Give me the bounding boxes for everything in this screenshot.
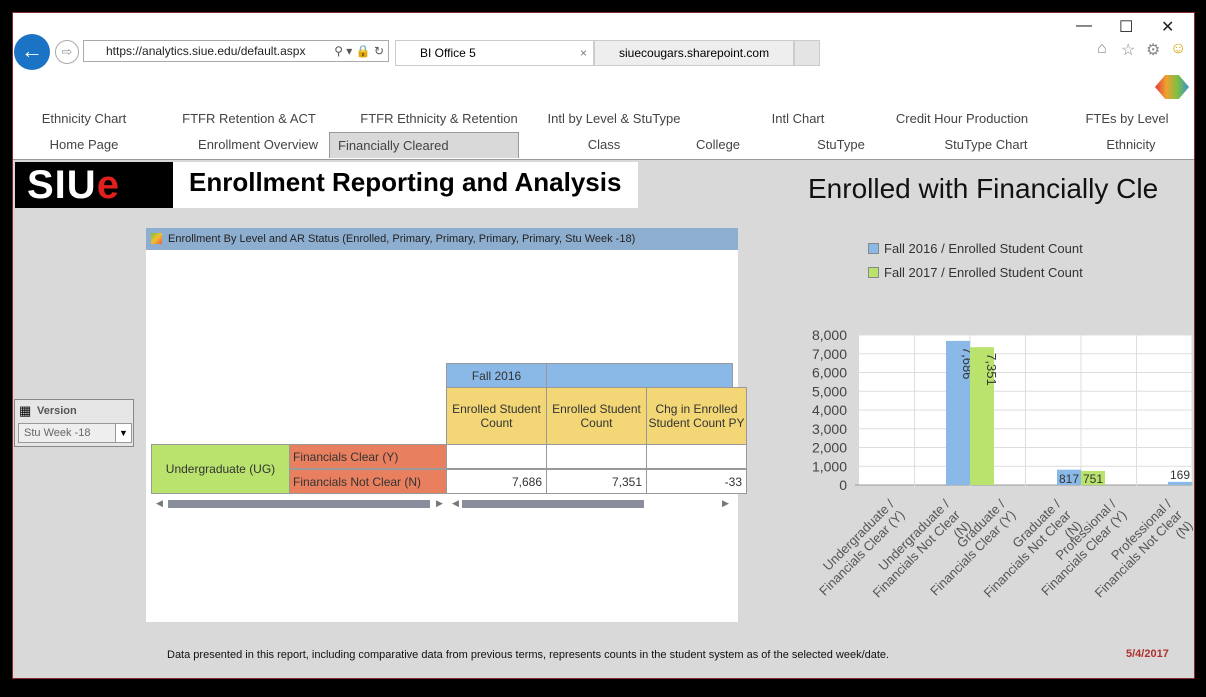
star-icon[interactable]: ☆ <box>1121 42 1136 59</box>
y-tick-label: 5,000 <box>812 383 847 399</box>
back-button[interactable]: ← <box>14 34 50 70</box>
legend-label: Fall 2016 / Enrolled Student Count <box>884 241 1083 256</box>
row-group-label: Undergraduate (UG) <box>151 444 290 494</box>
horizontal-scrollbar[interactable] <box>462 500 644 508</box>
row-label: Financials Not Clear (N) <box>289 469 447 494</box>
row-label: Financials Clear (Y) <box>289 444 447 469</box>
nav-tab-active[interactable]: Financially Cleared <box>329 132 519 158</box>
table-cell <box>546 444 647 469</box>
forward-button[interactable]: ⇨ <box>55 40 79 64</box>
new-tab-button[interactable] <box>794 40 820 66</box>
page-title: Enrolled with Financially Cle <box>808 173 1159 204</box>
legend-label: Fall 2017 / Enrolled Student Count <box>884 265 1083 280</box>
data-label: 751 <box>1083 472 1103 486</box>
bar <box>1057 469 1081 485</box>
grid-title-text: Enrollment By Level and AR Status (Enrol… <box>168 233 636 245</box>
y-tick-label: 4,000 <box>812 402 847 418</box>
tab-bi-office[interactable]: BI Office 5 × <box>395 40 594 66</box>
tab-label: siuecougars.sharepoint.com <box>619 46 770 60</box>
y-tick-label: 3,000 <box>812 421 847 437</box>
nav-tab[interactable]: FTEs by Level <box>1085 111 1169 126</box>
footer-note: Data presented in this report, including… <box>167 649 890 661</box>
scroll-right-icon[interactable]: ▶ <box>436 498 443 508</box>
close-tab-icon[interactable]: × <box>579 46 587 60</box>
horizontal-scrollbar[interactable] <box>168 500 430 508</box>
y-tick-label: 7,000 <box>812 346 847 362</box>
column-header: Chg in Enrolled Student Count PY <box>646 387 747 445</box>
nav-tab[interactable]: Intl Chart <box>771 111 825 126</box>
version-selector: ▦ Version Stu Week -18 ▼ <box>14 399 134 447</box>
address-bar[interactable]: https://analytics.siue.edu/default.aspx ⚲… <box>83 40 389 62</box>
calendar-icon: ▦ <box>19 403 32 418</box>
nav-tab[interactable]: Credit Hour Production <box>895 111 1029 126</box>
data-label: 817 <box>1059 472 1079 486</box>
siue-logo: SIUe <box>15 162 173 208</box>
version-label: Version <box>37 405 77 417</box>
nav-tab[interactable]: Ethnicity <box>1106 137 1156 152</box>
bar <box>946 340 970 485</box>
legend-item: Fall 2017 / Enrolled Student Count <box>868 265 1083 280</box>
nav-tab[interactable]: Enrollment Overview <box>198 137 318 152</box>
legend-item: Fall 2016 / Enrolled Student Count <box>868 241 1083 256</box>
version-value: Stu Week -18 <box>24 427 91 439</box>
grid-panel: Enrollment By Level and AR Status (Enrol… <box>146 228 747 622</box>
tab-label: BI Office 5 <box>420 46 476 60</box>
nav-tab[interactable]: College <box>695 137 741 152</box>
search-lock-refresh-icons: ⚲ ▾ 🔒 ↻ <box>334 44 384 58</box>
nav-tab[interactable]: Ethnicity Chart <box>41 111 127 126</box>
y-tick-label: 1,000 <box>812 458 847 474</box>
y-tick-label: 0 <box>839 477 847 493</box>
nav-tab[interactable]: Class <box>587 137 621 152</box>
chevron-down-icon[interactable]: ▼ <box>115 424 131 442</box>
gear-icon[interactable]: ⚙ <box>1146 42 1161 59</box>
nav-tab[interactable]: FTFR Retention & ACT <box>182 111 316 126</box>
version-dropdown[interactable]: Stu Week -18 ▼ <box>18 423 132 443</box>
table-cell <box>446 444 547 469</box>
scroll-right-icon[interactable]: ▶ <box>722 498 729 508</box>
nav-tab[interactable]: FTFR Ethnicity & Retention <box>360 111 518 126</box>
bar <box>1168 481 1192 485</box>
bar-chart: 0 1,000 2,000 3,000 4,000 5,000 6,000 7,000 8,00… <box>812 327 1193 600</box>
maximize-button[interactable]: ☐ <box>1119 19 1134 36</box>
url-text: https://analytics.siue.edu/default.aspx <box>106 44 306 58</box>
table-cell: -33 <box>646 469 747 494</box>
grid-title: Enrollment By Level and AR Status (Enrol… <box>146 228 738 250</box>
scroll-left-icon[interactable]: ◀ <box>452 498 459 508</box>
column-header: Enrolled Student Count <box>446 387 547 445</box>
bar <box>1081 470 1105 485</box>
nav-tab[interactable]: Home Page <box>49 137 119 152</box>
nav-tab[interactable]: StuType Chart <box>944 137 1028 152</box>
report-date: 5/4/2017 <box>1126 648 1169 660</box>
data-label: 7,351 <box>984 353 999 386</box>
table-cell: 7,686 <box>446 469 547 494</box>
data-label: 169 <box>1170 468 1190 482</box>
nav-tab[interactable]: StuType <box>817 137 865 152</box>
y-tick-label: 2,000 <box>812 440 847 456</box>
close-window-button[interactable]: ✕ <box>1161 19 1175 36</box>
report-area: SIUe Enrollment Reporting and Analysis E… <box>13 159 1194 678</box>
table-cell: 7,351 <box>546 469 647 494</box>
bar <box>970 347 994 485</box>
column-group-header-empty <box>546 363 733 388</box>
browser-window: — ☐ ✕ ← ⇨ https://analytics.siue.edu/def… <box>12 12 1195 679</box>
nav-tab[interactable]: Intl by Level & StuType <box>547 111 681 126</box>
report-title: Enrollment Reporting and Analysis <box>173 162 638 208</box>
column-header: Enrolled Student Count <box>546 387 647 445</box>
scroll-left-icon[interactable]: ◀ <box>156 498 163 508</box>
bar <box>1192 481 1193 485</box>
grid-icon <box>151 233 162 244</box>
column-group-header: Fall 2016 <box>446 363 547 388</box>
smiley-icon[interactable]: ☺ <box>1170 40 1187 57</box>
tab-sharepoint[interactable]: siuecougars.sharepoint.com <box>594 40 794 66</box>
table-cell <box>646 444 747 469</box>
legend-swatch <box>868 267 879 278</box>
bi-office-logo <box>1155 75 1189 99</box>
legend-swatch <box>868 243 879 254</box>
y-tick-label: 6,000 <box>812 365 847 381</box>
minimize-button[interactable]: — <box>1076 17 1092 34</box>
y-tick-label: 8,000 <box>812 327 847 343</box>
home-icon[interactable]: ⌂ <box>1097 40 1107 57</box>
